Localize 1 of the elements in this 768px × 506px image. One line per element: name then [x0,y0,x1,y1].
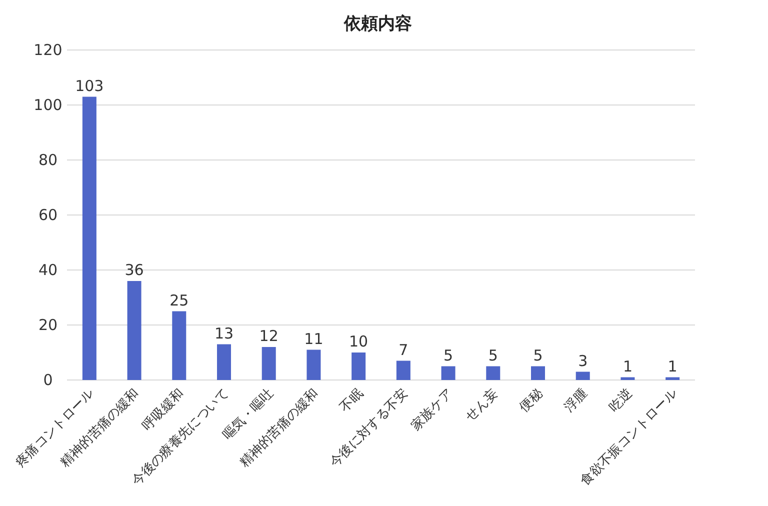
title: 依頼内容 [344,14,412,34]
